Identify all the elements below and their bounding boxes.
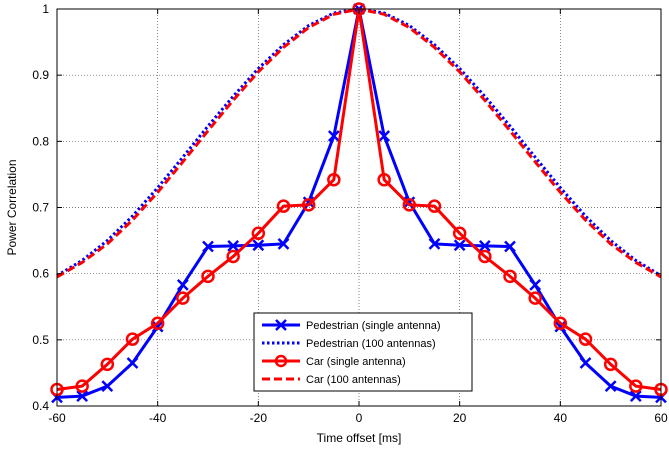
legend-label-pedestrian-single-antenna: Pedestrian (single antenna) [306, 320, 441, 332]
y-tick-label: 0.8 [32, 134, 49, 148]
data-point-pedestrian-single-antenna [227, 239, 240, 252]
data-point-car-single-antenna [578, 332, 593, 346]
data-point-car-single-antenna [251, 226, 266, 241]
data-point-car-single-antenna [553, 316, 568, 331]
data-point-car-single-antenna [427, 199, 442, 213]
y-tick-label: 0.5 [32, 333, 49, 347]
data-point-pedestrian-single-antenna [76, 390, 89, 402]
x-tick-label: 0 [356, 411, 363, 425]
x-tick-label: 20 [453, 411, 467, 425]
x-tick-label: -60 [48, 411, 66, 425]
y-tick-label: 0.4 [32, 399, 49, 413]
data-point-pedestrian-single-antenna [529, 279, 542, 291]
data-point-car-single-antenna [201, 269, 215, 284]
data-point-pedestrian-single-antenna [604, 380, 617, 393]
y-tick-label: 0.6 [32, 267, 49, 281]
data-point-car-single-antenna [327, 172, 341, 187]
x-axis-label: Time offset [ms] [317, 431, 402, 445]
legend-marker-car-single-antenna [274, 354, 288, 368]
x-tick-label: -40 [149, 411, 167, 425]
data-point-car-single-antenna [125, 332, 140, 346]
legend-label-car-single-antenna: Car (single antenna) [306, 356, 406, 368]
data-point-pedestrian-single-antenna [176, 279, 189, 291]
data-point-car-single-antenna [478, 249, 492, 264]
data-point-car-single-antenna [176, 291, 190, 305]
data-point-pedestrian-single-antenna [378, 130, 391, 142]
data-point-car-single-antenna [100, 357, 115, 372]
axis-ticks: -60 -40 -20 0 20 40 60 0.4 0.5 0.6 0.7 0.8 0.9 1 [32, 2, 668, 425]
data-point-car-single-antenna [528, 291, 542, 305]
data-point-pedestrian-single-antenna [202, 240, 214, 253]
y-tick-label: 0.7 [32, 201, 49, 215]
x-tick-label: -20 [250, 411, 268, 425]
data-point-car-single-antenna [503, 269, 517, 284]
data-point-car-single-antenna [150, 316, 165, 331]
data-point-pedestrian-single-antenna [252, 239, 265, 252]
data-point-car-single-antenna [603, 357, 618, 372]
data-point-pedestrian-single-antenna [554, 320, 567, 333]
data-point-car-single-antenna [276, 199, 291, 213]
data-point-car-single-antenna [301, 198, 316, 212]
data-point-pedestrian-single-antenna [126, 357, 139, 369]
data-point-car-single-antenna [629, 379, 643, 393]
data-point-pedestrian-single-antenna [478, 239, 491, 252]
legend-marker-pedestrian-single-antenna [275, 319, 287, 331]
data-point-car-single-antenna [75, 379, 89, 393]
data-point-car-single-antenna [402, 198, 417, 212]
data-point-pedestrian-single-antenna [453, 239, 466, 252]
data-point-car-single-antenna [452, 226, 467, 241]
data-point-pedestrian-single-antenna [428, 238, 441, 250]
data-point-car-single-antenna [226, 249, 240, 264]
y-axis-label: Power Correlation [5, 159, 19, 255]
legend-label-pedestrian-100-antennas: Pedestrian (100 antennas) [306, 338, 436, 350]
data-point-pedestrian-single-antenna [101, 380, 114, 393]
legend-label-car-100-antennas: Car (100 antennas) [306, 374, 401, 386]
data-point-pedestrian-single-antenna [629, 390, 642, 402]
x-tick-label: 60 [654, 411, 668, 425]
legend: Pedestrian (single antenna) Pedestrian (1… [253, 312, 473, 392]
data-point-pedestrian-single-antenna [327, 130, 340, 142]
x-tick-label: 40 [554, 411, 568, 425]
data-point-pedestrian-single-antenna [277, 238, 290, 250]
data-point-pedestrian-single-antenna [151, 320, 164, 333]
y-tick-label: 0.9 [32, 68, 49, 82]
data-point-pedestrian-single-antenna [579, 357, 592, 369]
y-tick-label: 1 [42, 2, 49, 16]
data-point-pedestrian-single-antenna [504, 240, 516, 253]
data-point-car-single-antenna [377, 172, 391, 187]
